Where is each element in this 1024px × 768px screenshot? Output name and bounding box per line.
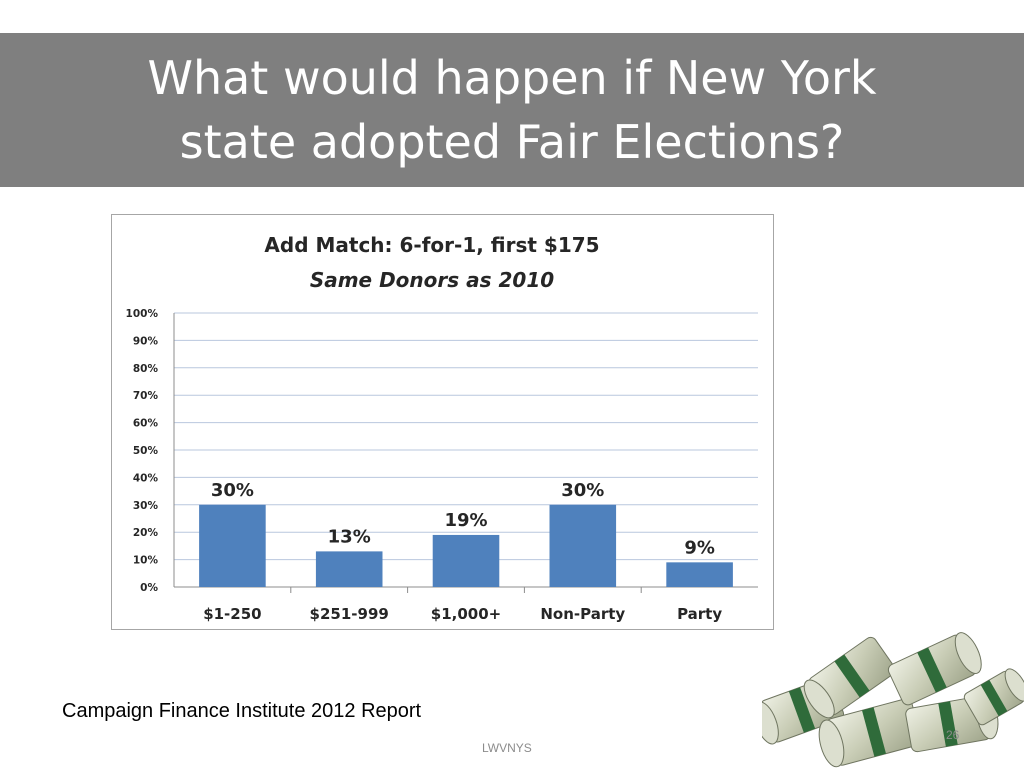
chart-subtitle: Same Donors as 2010 xyxy=(310,268,554,292)
y-tick-label: 80% xyxy=(133,363,159,375)
x-axis-ticks: $1-250 $251-999 $1,000+ Non-Party Party xyxy=(203,605,722,623)
slide-title-line-1: What would happen if New York xyxy=(147,51,877,105)
x-tick-label: $251-999 xyxy=(310,605,389,623)
money-rolls-image xyxy=(762,632,1024,768)
money-roll-6 xyxy=(963,668,1024,726)
bar-chart-svg: Add Match: 6-for-1, first $175 Same Dono… xyxy=(126,233,758,623)
y-tick-label: 10% xyxy=(133,555,159,567)
x-tick-label: $1,000+ xyxy=(431,605,501,623)
bar xyxy=(432,534,500,587)
page-number: 26 xyxy=(946,728,960,742)
bar xyxy=(666,562,733,587)
y-tick-label: 90% xyxy=(133,335,159,347)
x-tick-label: Non-Party xyxy=(540,605,625,623)
y-tick-label: 0% xyxy=(140,582,158,594)
data-label: 19% xyxy=(444,510,487,531)
money-roll-3 xyxy=(818,698,922,768)
data-label: 30% xyxy=(561,480,604,501)
y-tick-label: 40% xyxy=(133,472,159,484)
money-roll-4 xyxy=(887,632,982,706)
footer-text: LWVNYS xyxy=(482,741,532,755)
money-roll-2 xyxy=(803,636,896,719)
slide-title-line-2: state adopted Fair Elections? xyxy=(179,115,845,169)
y-tick-label: 70% xyxy=(133,390,159,402)
y-tick-label: 30% xyxy=(133,500,159,512)
bar-chart: Add Match: 6-for-1, first $175 Same Dono… xyxy=(111,214,774,630)
y-axis-ticks: 0% 10% 20% 30% 40% 50% 60% 70% 80% 90% 100% xyxy=(126,308,159,594)
data-labels: 30% 13% 19% 30% 9% xyxy=(211,480,715,559)
y-tick-label: 20% xyxy=(133,527,159,539)
data-label: 9% xyxy=(684,537,715,558)
source-caption: Campaign Finance Institute 2012 Report xyxy=(62,700,422,722)
data-label: 30% xyxy=(211,480,254,501)
gridlines xyxy=(173,312,758,593)
y-tick-label: 100% xyxy=(126,308,159,320)
bar xyxy=(315,551,383,587)
x-tick-label: Party xyxy=(677,605,722,623)
chart-title: Add Match: 6-for-1, first $175 xyxy=(264,233,599,257)
data-label: 13% xyxy=(328,526,371,547)
title-bar: What would happen if New York state adop… xyxy=(0,33,1024,187)
x-tick-label: $1-250 xyxy=(203,605,261,623)
bar xyxy=(199,504,266,587)
bars xyxy=(199,504,733,587)
y-tick-label: 60% xyxy=(133,418,159,430)
y-tick-label: 50% xyxy=(133,445,159,457)
bar xyxy=(549,504,617,587)
